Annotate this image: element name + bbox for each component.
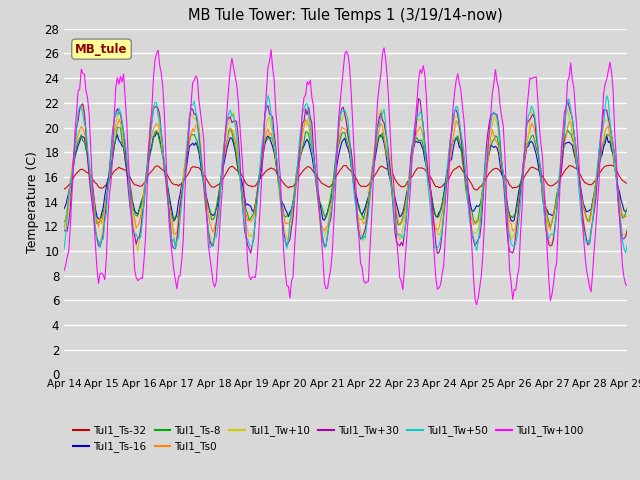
Title: MB Tule Tower: Tule Temps 1 (3/19/14-now): MB Tule Tower: Tule Temps 1 (3/19/14-now… bbox=[188, 9, 503, 24]
Legend: Tul1_Ts-32, Tul1_Ts-16, Tul1_Ts-8, Tul1_Ts0, Tul1_Tw+10, Tul1_Tw+30, Tul1_Tw+50,: Tul1_Ts-32, Tul1_Ts-16, Tul1_Ts-8, Tul1_… bbox=[69, 421, 588, 456]
Y-axis label: Temperature (C): Temperature (C) bbox=[26, 151, 38, 252]
Text: MB_tule: MB_tule bbox=[76, 43, 128, 56]
